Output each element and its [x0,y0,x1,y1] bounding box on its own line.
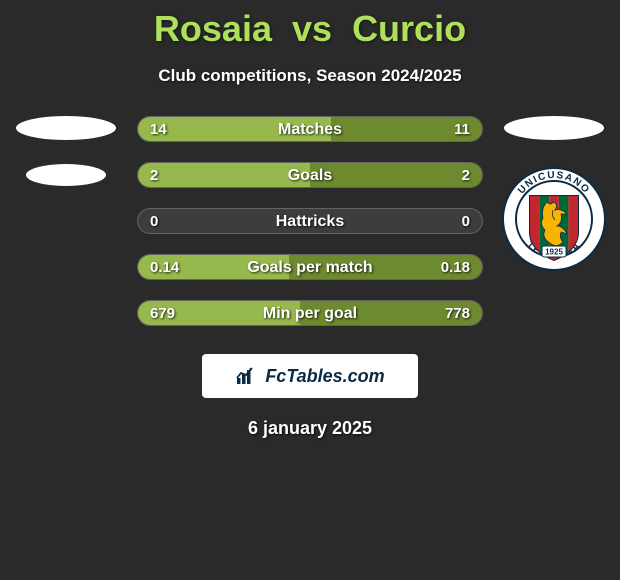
stat-label: Goals per match [138,255,482,279]
player2-column: UNICUSANO TERNANA [498,116,610,294]
vs-label: vs [292,8,332,49]
stat-label: Goals [138,163,482,187]
svg-text:1925: 1925 [545,248,563,257]
player1-crest-placeholder-icon [26,164,106,186]
stat-bar: 679778Min per goal [137,300,483,326]
page-title: Rosaia vs Curcio [0,0,620,50]
player1-column [10,116,122,186]
fctables-watermark: FcTables.com [202,354,418,398]
subtitle: Club competitions, Season 2024/2025 [0,66,620,86]
comparison-card: Rosaia vs Curcio Club competitions, Seas… [0,0,620,439]
stat-bar: 1411Matches [137,116,483,142]
chart-icon [235,366,259,386]
player2-crest-icon: UNICUSANO TERNANA [501,164,607,294]
player2-name: Curcio [352,8,466,49]
stat-bar: 22Goals [137,162,483,188]
stat-bar: 00Hattricks [137,208,483,234]
player1-name: Rosaia [154,8,272,49]
stats-list: 1411Matches 22Goals 00Hattricks 0.140.18Goa… [137,116,483,326]
stat-label: Matches [138,117,482,141]
stat-bar: 0.140.18Goals per match [137,254,483,280]
fctables-label: FcTables.com [265,366,384,387]
date-label: 6 january 2025 [0,418,620,439]
player1-silhouette-icon [16,116,116,140]
stat-label: Min per goal [138,301,482,325]
player2-silhouette-icon [504,116,604,140]
content-area: UNICUSANO TERNANA [0,116,620,326]
stat-label: Hattricks [138,209,482,233]
